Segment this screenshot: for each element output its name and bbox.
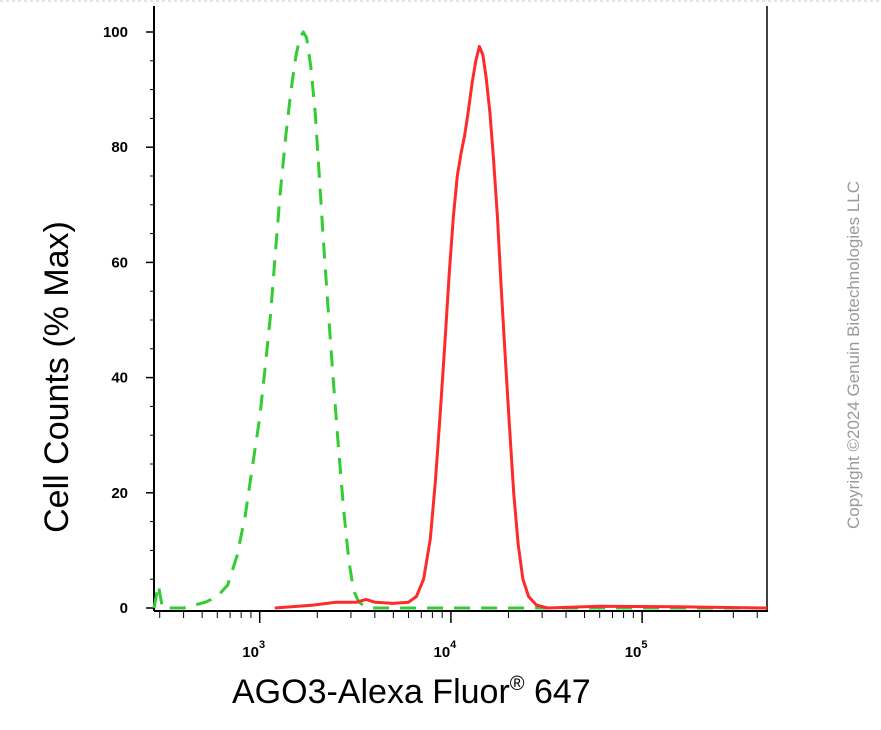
copyright-watermark: Copyright ©2024 Genuin Biotechnologies L… xyxy=(844,181,863,529)
x-tick-base: 10 xyxy=(242,644,259,661)
x-tick-exponent: 3 xyxy=(259,639,265,651)
y-tick-label: 20 xyxy=(111,485,128,502)
x-axis-label-registered-mark: ® xyxy=(510,673,525,695)
y-tick-label: 40 xyxy=(111,370,128,387)
series-layer xyxy=(152,30,768,610)
x-tick-label: 105 xyxy=(625,639,648,661)
y-ticks: 0 20 40 60 80 100 xyxy=(103,24,154,617)
x-tick-exponent: 4 xyxy=(450,639,457,651)
x-tick-base: 10 xyxy=(625,644,642,661)
x-tick-label: 103 xyxy=(242,639,265,661)
x-ticks: 103 104 105 xyxy=(159,611,758,661)
control-series-line xyxy=(152,30,767,610)
y-tick-label: 0 xyxy=(120,600,128,617)
x-axis-label-main: AGO3-Alexa Fluor xyxy=(232,673,510,711)
sample-series-line xyxy=(274,44,768,610)
y-tick-label: 100 xyxy=(103,24,128,41)
y-axis-label: Cell Counts (% Max) xyxy=(38,221,76,533)
x-tick-exponent: 5 xyxy=(641,639,647,651)
x-tick-base: 10 xyxy=(433,644,450,661)
x-axis-label-suffix: 647 xyxy=(525,673,591,711)
y-tick-label: 60 xyxy=(111,254,128,271)
x-axis-label: AGO3-Alexa Fluor® 647 xyxy=(232,673,591,711)
x-tick-label: 104 xyxy=(433,639,457,661)
y-tick-label: 80 xyxy=(111,139,128,156)
